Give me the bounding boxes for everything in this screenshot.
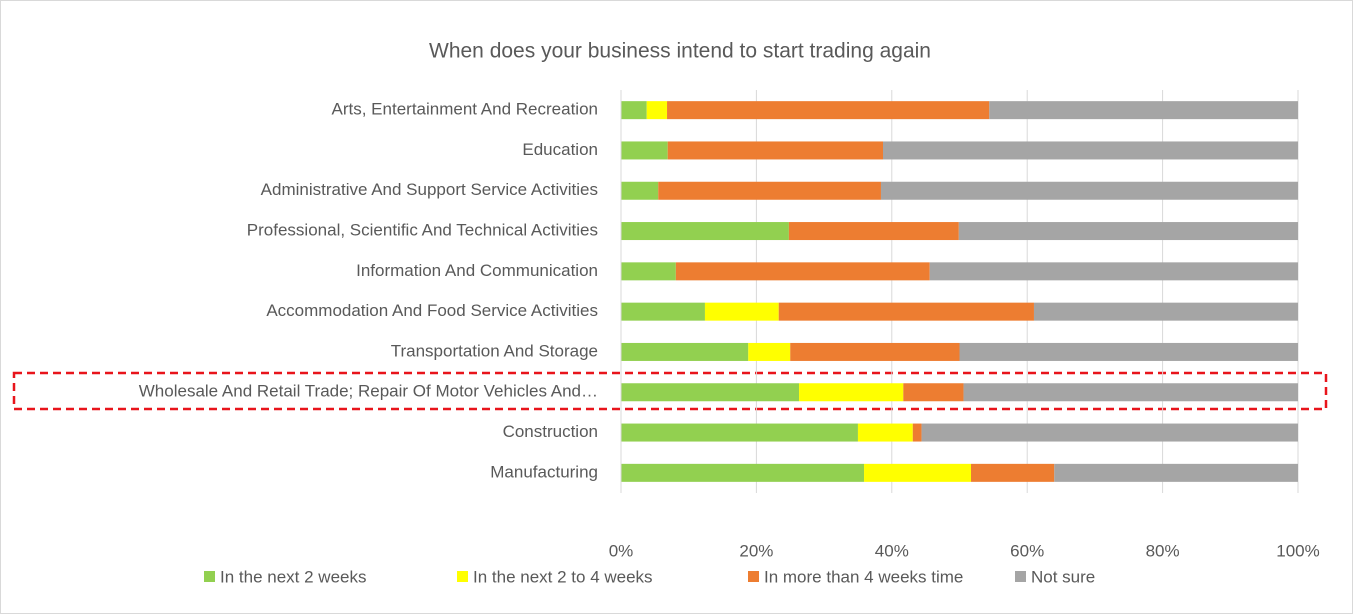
bar-segment	[667, 141, 883, 160]
y-tick-label: Arts, Entertainment And Recreation	[332, 100, 598, 119]
y-tick-label: Education	[522, 140, 598, 159]
bar-segment	[903, 383, 964, 402]
y-tick-label: Information And Communication	[356, 261, 598, 280]
bar-segment	[912, 423, 922, 442]
bar-segment	[963, 383, 1298, 402]
bar-segment	[621, 262, 676, 281]
bar-segment	[675, 262, 930, 281]
bar-segment	[958, 222, 1298, 241]
legend-label: Not sure	[1031, 567, 1095, 586]
bar-segment	[864, 463, 972, 482]
legend-swatch	[748, 571, 759, 582]
bar-segment	[621, 222, 789, 241]
bar-segment	[971, 463, 1055, 482]
bar-segment	[778, 302, 1034, 321]
bar-segment	[880, 181, 1298, 200]
y-tick-label: Construction	[503, 422, 598, 441]
y-tick-label: Manufacturing	[490, 462, 598, 481]
bar-segment	[790, 342, 960, 361]
bar-segment	[1054, 463, 1298, 482]
bar-segment	[621, 423, 858, 442]
bar-segment	[857, 423, 913, 442]
bar-segment	[621, 383, 800, 402]
legend-label: In more than 4 weeks time	[764, 567, 963, 586]
bar-segment	[621, 141, 668, 160]
x-tick-label: 100%	[1276, 541, 1319, 560]
y-tick-label: Professional, Scientific And Technical A…	[247, 221, 598, 240]
y-tick-label: Transportation And Storage	[391, 341, 598, 360]
legend-label: In the next 2 weeks	[220, 567, 366, 586]
chart-title: When does your business intend to start …	[429, 40, 931, 63]
bar-segment	[989, 101, 1298, 120]
bar-segment	[621, 342, 749, 361]
highlight-box	[12, 371, 1328, 411]
y-tick-label: Administrative And Support Service Activ…	[261, 180, 598, 199]
bar-segment	[646, 101, 668, 120]
bar-segment	[882, 141, 1298, 160]
x-tick-label: 60%	[1010, 541, 1044, 560]
bar-segment	[658, 181, 881, 200]
legend-swatch	[1015, 571, 1026, 582]
bar-segment	[748, 342, 791, 361]
x-tick-label: 20%	[739, 541, 773, 560]
legend-swatch	[457, 571, 468, 582]
bar-segment	[929, 262, 1298, 281]
y-tick-label: Wholesale And Retail Trade; Repair Of Mo…	[139, 382, 598, 401]
legend-label: In the next 2 to 4 weeks	[473, 567, 653, 586]
bar-segment	[959, 342, 1298, 361]
bar-segment	[788, 222, 959, 241]
bar-segment	[799, 383, 904, 402]
bar-segment	[621, 181, 659, 200]
x-tick-label: 0%	[609, 541, 634, 560]
y-tick-label: Accommodation And Food Service Activitie…	[266, 301, 598, 320]
x-tick-label: 40%	[875, 541, 909, 560]
legend-swatch	[204, 571, 215, 582]
bar-segment	[921, 423, 1298, 442]
bar-segment	[621, 302, 705, 321]
bar-segment	[621, 101, 647, 120]
bar-segment	[1033, 302, 1298, 321]
x-tick-label: 80%	[1146, 541, 1180, 560]
bar-segment	[621, 463, 865, 482]
bar-segment	[667, 101, 990, 120]
bar-segment	[704, 302, 779, 321]
